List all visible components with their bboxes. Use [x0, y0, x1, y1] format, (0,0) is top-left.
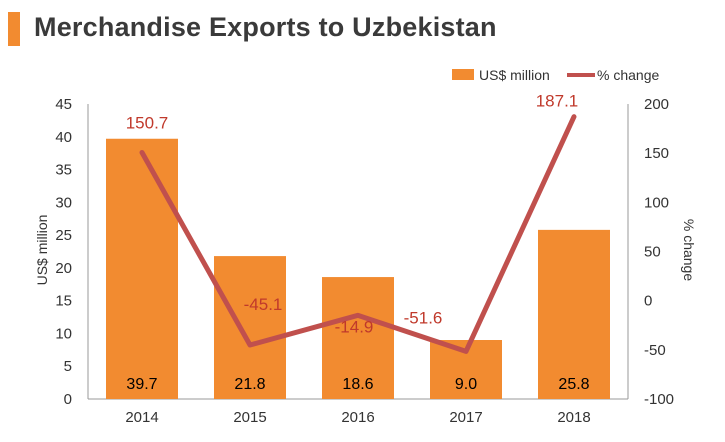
bar-value-label: 21.8 — [234, 376, 265, 393]
x-tick-label: 2015 — [233, 409, 266, 426]
bar — [538, 229, 610, 399]
y-tick-label: 15 — [55, 293, 72, 310]
line-value-label: 187.1 — [536, 92, 579, 111]
y2-tick-label: -50 — [644, 342, 666, 359]
y-tick-label: 35 — [55, 162, 72, 179]
y-axis-title: US$ million — [34, 215, 50, 286]
y2-tick-label: 100 — [644, 194, 669, 211]
bar-value-label: 39.7 — [126, 376, 157, 393]
legend-bar-swatch — [452, 69, 474, 80]
x-tick-label: 2017 — [449, 409, 482, 426]
y2-tick-label: 200 — [644, 96, 669, 113]
legend: US$ million % change — [452, 67, 659, 83]
y2-tick-label: 150 — [644, 145, 669, 162]
y-tick-label: 40 — [55, 129, 72, 146]
y-tick-label: 10 — [55, 325, 72, 342]
line-value-label: -14.9 — [335, 317, 374, 336]
y2-tick-label: 0 — [644, 293, 652, 310]
y2-tick-label: -100 — [644, 391, 674, 408]
legend-bar-label: US$ million — [479, 67, 550, 83]
y2-tick-label: 50 — [644, 244, 661, 261]
bar — [214, 256, 286, 399]
bar — [106, 138, 178, 399]
x-tick-label: 2014 — [125, 409, 158, 426]
y2-axis-title: % change — [681, 219, 697, 281]
y-tick-label: 45 — [55, 96, 72, 113]
bar-value-label: 25.8 — [558, 376, 589, 393]
y-tick-label: 25 — [55, 227, 72, 244]
line-value-label: 150.7 — [126, 113, 169, 132]
line-value-label: -51.6 — [404, 308, 443, 327]
x-tick-label: 2018 — [557, 409, 590, 426]
plot-area: 0 5 10 15 20 25 30 35 40 45 -100 -50 0 50 100 150 200 39.… — [55, 92, 674, 426]
bar-value-label: 9.0 — [455, 376, 477, 393]
title-accent-bar — [8, 12, 20, 46]
y-tick-label: 30 — [55, 194, 72, 211]
y-tick-label: 0 — [64, 391, 72, 408]
line-series — [139, 114, 577, 354]
legend-line-label: % change — [597, 67, 659, 83]
bar-value-label: 18.6 — [342, 376, 373, 393]
y-tick-label: 5 — [64, 358, 72, 375]
chart-title: Merchandise Exports to Uzbekistan — [34, 12, 497, 42]
y-tick-label: 20 — [55, 260, 72, 277]
line-value-label: -45.1 — [244, 295, 283, 314]
x-tick-label: 2016 — [341, 409, 374, 426]
bar — [322, 277, 394, 399]
